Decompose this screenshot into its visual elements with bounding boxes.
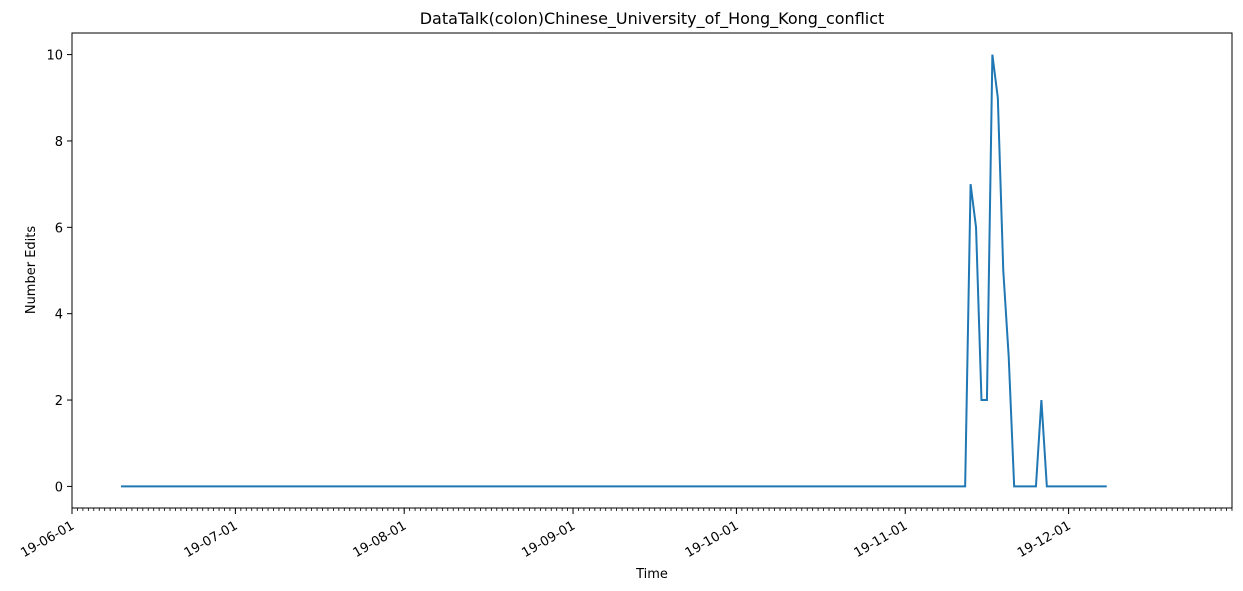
x-tick-label: 19-07-01	[182, 518, 241, 560]
x-axis-label: Time	[635, 567, 668, 582]
series-group	[121, 54, 1107, 488]
x-tick-label: 19-12-01	[1015, 518, 1074, 560]
x-tick-label: 19-10-01	[683, 518, 742, 560]
x-tick-label: 19-09-01	[519, 518, 578, 560]
plot-frame	[71, 32, 1233, 509]
y-tick-label: 10	[46, 49, 63, 64]
x-axis-ticks: 19-06-01 19-07-01 19-08-01 19-09-01 19-10-01…	[18, 508, 1233, 561]
y-axis-ticks: 0 2 4 6 8 10	[46, 49, 72, 495]
x-tick-label: 19-06-01	[18, 518, 77, 560]
y-tick-label: 8	[55, 135, 63, 150]
chart-title: DataTalk(colon)Chinese_University_of_Hon…	[420, 9, 885, 29]
y-tick-label: 0	[55, 480, 63, 495]
y-tick-label: 4	[55, 308, 63, 323]
x-tick-label: 19-08-01	[351, 518, 410, 560]
y-tick-label: 2	[55, 394, 63, 409]
y-axis-label: Number Edits	[24, 226, 39, 315]
x-tick-label: 19-11-01	[852, 518, 911, 560]
y-tick-label: 6	[55, 221, 63, 236]
series-line	[121, 54, 1107, 488]
